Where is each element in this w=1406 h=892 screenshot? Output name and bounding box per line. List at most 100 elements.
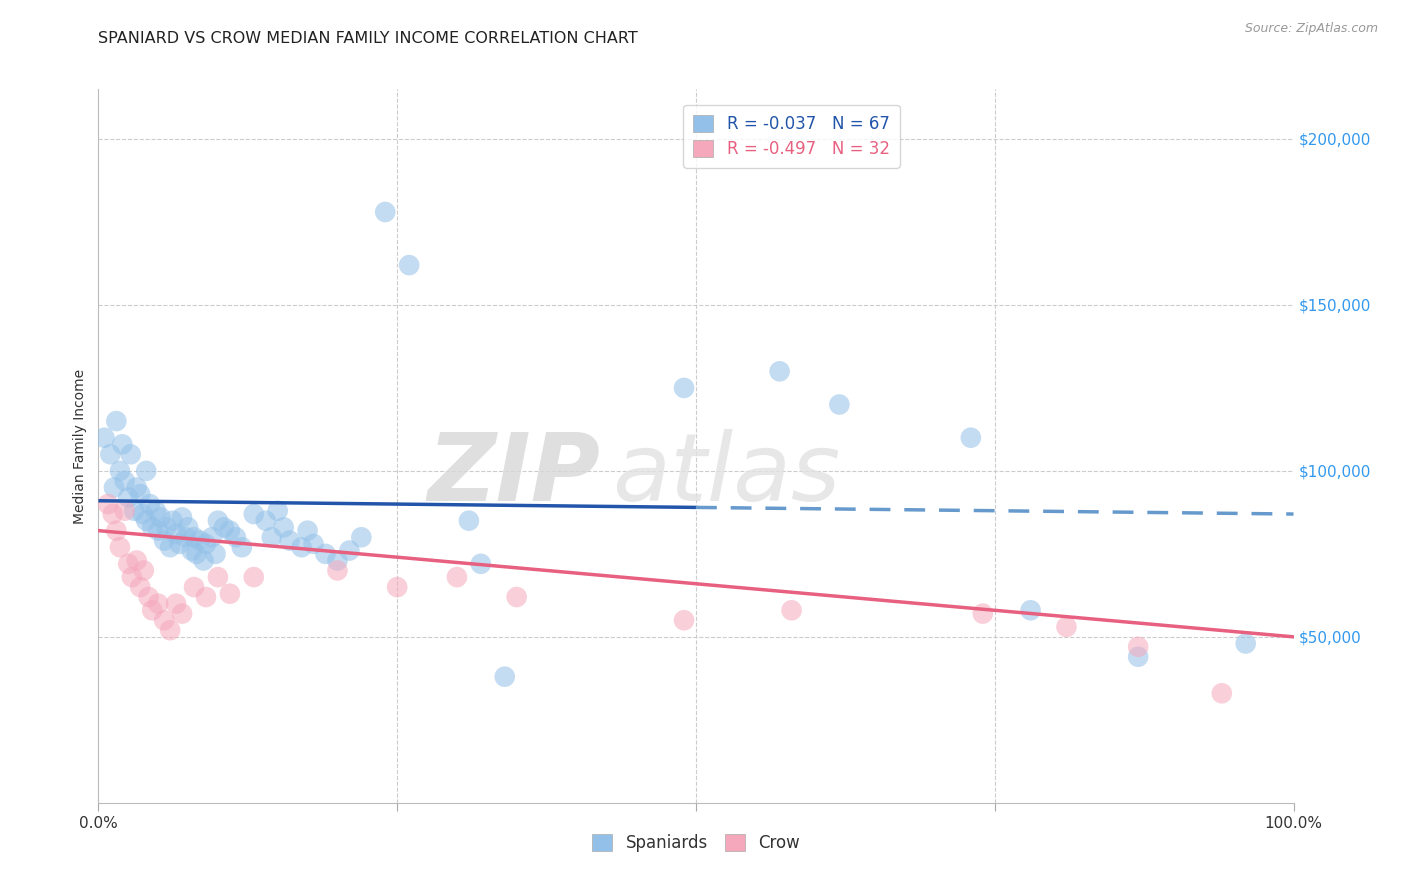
Point bbox=[219, 587, 242, 601]
Point bbox=[254, 514, 277, 528]
Point bbox=[117, 491, 139, 505]
Point bbox=[673, 381, 696, 395]
Point bbox=[291, 540, 314, 554]
Point bbox=[149, 510, 172, 524]
Point bbox=[278, 533, 301, 548]
Point bbox=[124, 504, 146, 518]
Point bbox=[219, 524, 242, 538]
Point bbox=[105, 414, 128, 428]
Point bbox=[114, 474, 136, 488]
Point bbox=[101, 507, 124, 521]
Point bbox=[673, 613, 696, 627]
Point bbox=[1211, 686, 1233, 700]
Point bbox=[159, 624, 181, 638]
Point bbox=[243, 570, 266, 584]
Y-axis label: Median Family Income: Median Family Income bbox=[73, 368, 87, 524]
Point bbox=[93, 431, 115, 445]
Point bbox=[188, 533, 211, 548]
Point bbox=[117, 557, 139, 571]
Point bbox=[972, 607, 994, 621]
Point bbox=[494, 670, 516, 684]
Point bbox=[165, 597, 187, 611]
Point bbox=[148, 524, 170, 538]
Point bbox=[135, 464, 157, 478]
Point bbox=[177, 520, 200, 534]
Point bbox=[204, 547, 226, 561]
Point bbox=[339, 543, 361, 558]
Point bbox=[350, 530, 373, 544]
Point bbox=[120, 447, 142, 461]
Text: ZIP: ZIP bbox=[427, 428, 600, 521]
Point bbox=[155, 520, 177, 534]
Point bbox=[145, 504, 167, 518]
Point bbox=[458, 514, 481, 528]
Point bbox=[129, 487, 152, 501]
Point bbox=[193, 553, 215, 567]
Point bbox=[183, 530, 205, 544]
Point bbox=[172, 510, 194, 524]
Point bbox=[1019, 603, 1042, 617]
Point bbox=[297, 524, 319, 538]
Point bbox=[169, 537, 191, 551]
Point bbox=[121, 570, 143, 584]
Legend: Spaniards, Crow: Spaniards, Crow bbox=[586, 827, 806, 859]
Point bbox=[260, 530, 283, 544]
Point bbox=[201, 530, 224, 544]
Point bbox=[165, 527, 187, 541]
Point bbox=[302, 537, 325, 551]
Point bbox=[103, 481, 125, 495]
Point bbox=[172, 607, 194, 621]
Point bbox=[105, 524, 128, 538]
Point bbox=[125, 481, 148, 495]
Point bbox=[162, 514, 184, 528]
Point bbox=[174, 530, 197, 544]
Point bbox=[153, 613, 176, 627]
Point bbox=[97, 497, 120, 511]
Point bbox=[114, 504, 136, 518]
Point bbox=[139, 497, 162, 511]
Point bbox=[315, 547, 337, 561]
Point bbox=[186, 547, 208, 561]
Point bbox=[98, 447, 122, 461]
Point bbox=[132, 564, 155, 578]
Point bbox=[183, 580, 205, 594]
Point bbox=[1128, 649, 1150, 664]
Point bbox=[1234, 636, 1257, 650]
Point bbox=[470, 557, 492, 571]
Text: SPANIARD VS CROW MEDIAN FAMILY INCOME CORRELATION CHART: SPANIARD VS CROW MEDIAN FAMILY INCOME CO… bbox=[98, 31, 638, 46]
Point bbox=[148, 597, 170, 611]
Point bbox=[195, 590, 218, 604]
Point bbox=[446, 570, 468, 584]
Point bbox=[374, 205, 396, 219]
Point bbox=[1128, 640, 1150, 654]
Point bbox=[131, 507, 153, 521]
Point bbox=[180, 543, 202, 558]
Point bbox=[195, 537, 218, 551]
Point bbox=[506, 590, 529, 604]
Text: atlas: atlas bbox=[613, 429, 841, 520]
Point bbox=[212, 520, 235, 534]
Point bbox=[768, 364, 790, 378]
Point bbox=[828, 397, 851, 411]
Point bbox=[273, 520, 295, 534]
Point bbox=[138, 590, 160, 604]
Point bbox=[141, 520, 163, 534]
Point bbox=[243, 507, 266, 521]
Point bbox=[207, 514, 229, 528]
Point bbox=[1056, 620, 1078, 634]
Point bbox=[385, 580, 409, 594]
Point bbox=[129, 580, 152, 594]
Point bbox=[159, 540, 181, 554]
Point bbox=[111, 437, 134, 451]
Point bbox=[108, 464, 131, 478]
Text: Source: ZipAtlas.com: Source: ZipAtlas.com bbox=[1244, 22, 1378, 36]
Point bbox=[108, 540, 131, 554]
Point bbox=[135, 514, 157, 528]
Point bbox=[231, 540, 253, 554]
Point bbox=[398, 258, 420, 272]
Point bbox=[141, 603, 163, 617]
Point bbox=[125, 553, 148, 567]
Point bbox=[960, 431, 983, 445]
Point bbox=[326, 553, 349, 567]
Point bbox=[153, 533, 176, 548]
